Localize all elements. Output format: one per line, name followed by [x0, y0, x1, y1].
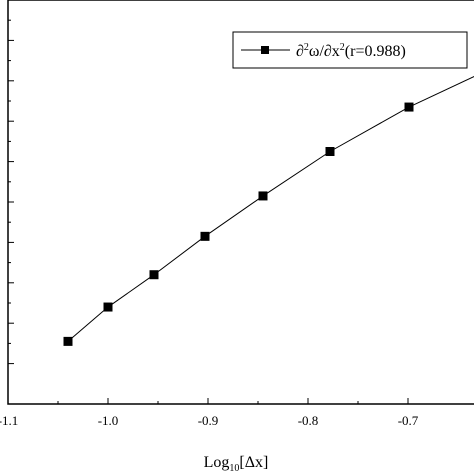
x-axis-ticks: -1.1 -1.0 -0.9 -0.8 -0.7	[0, 398, 419, 428]
legend-label: ∂2ω/∂x2(r=0.988)	[296, 42, 406, 60]
x-tick-label: -0.8	[298, 413, 319, 428]
x-tick-label: -0.7	[398, 413, 419, 428]
x-tick-label: -1.0	[98, 413, 119, 428]
x-axis-title: Log10[Δx]	[204, 454, 269, 474]
data-point	[258, 191, 268, 201]
legend: ∂2ω/∂x2(r=0.988)	[232, 31, 468, 69]
data-point	[200, 231, 210, 241]
x-tick-label: -1.1	[0, 413, 18, 428]
y-axis-ticks	[8, 19, 14, 365]
data-point	[63, 336, 73, 346]
plot-frame	[7, 0, 474, 405]
data-point	[325, 147, 335, 156]
data-point	[103, 302, 113, 312]
legend-marker	[261, 46, 269, 54]
series-line-extension	[408, 76, 474, 108]
x-tick-label: -0.9	[198, 413, 219, 428]
data-point	[149, 270, 159, 280]
series-layer	[63, 76, 474, 346]
series-line	[67, 106, 410, 342]
